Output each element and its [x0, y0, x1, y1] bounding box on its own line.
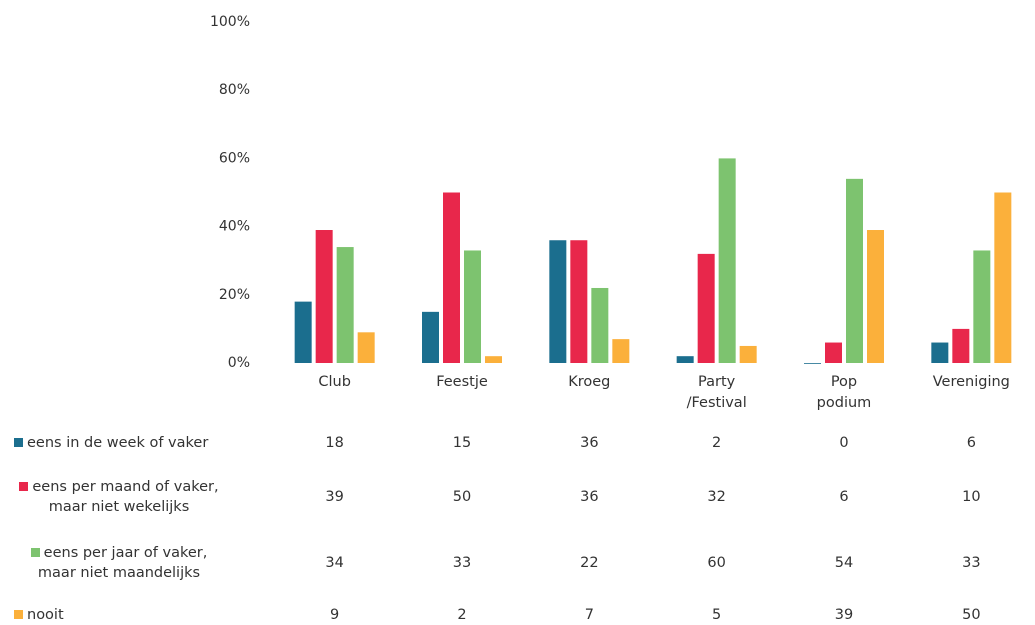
y-tick-label: 100%	[210, 14, 250, 30]
table-cell: 5	[712, 607, 722, 623]
table-cell: 54	[834, 555, 854, 571]
table-cell: 36	[580, 435, 599, 451]
legend-entry: eens per jaar of vaker, maar niet maande…	[14, 543, 224, 583]
table-cell: 32	[707, 489, 726, 505]
legend-entry: eens in de week of vaker	[14, 433, 274, 453]
table-cell: 60	[707, 555, 726, 571]
x-tick-label-box: Pop podium	[780, 372, 907, 414]
x-tick-label-box: Vereniging	[908, 372, 1035, 393]
y-tick-label: 80%	[219, 82, 250, 98]
bar	[464, 250, 481, 363]
table-cell: 7	[584, 607, 594, 623]
legend-swatch	[14, 610, 23, 619]
bar	[485, 356, 502, 363]
x-tick-label-box: Feestje	[398, 372, 525, 393]
table-cell: 9	[330, 607, 340, 623]
bar	[676, 356, 694, 363]
table-cell: 10	[962, 489, 981, 505]
bar	[315, 230, 333, 363]
y-tick-label: 60%	[219, 150, 250, 166]
bar	[718, 158, 736, 363]
table-cell: 36	[580, 489, 599, 505]
bar	[994, 192, 1012, 363]
bar	[697, 253, 715, 363]
table-cell: 33	[962, 555, 981, 571]
legend-label: eens in de week of vaker	[27, 435, 209, 451]
table-cell: 6	[839, 489, 849, 505]
bar	[570, 240, 588, 363]
bar	[846, 178, 863, 363]
bar	[804, 363, 821, 364]
bar	[612, 339, 630, 363]
table-cell: 22	[580, 555, 599, 571]
x-tick-label: Kroeg	[568, 374, 611, 390]
legend-swatch	[19, 482, 29, 491]
legend-label: eens per maand of vaker, maar niet wekel…	[32, 479, 219, 515]
y-tick-label: 0%	[228, 355, 250, 371]
bar	[294, 301, 312, 363]
bar	[336, 247, 354, 363]
table-cell: 2	[457, 607, 467, 623]
bar	[739, 345, 757, 363]
bar	[931, 342, 949, 363]
table-cell: 34	[325, 555, 344, 571]
table-cell: 2	[712, 435, 722, 451]
bar	[443, 192, 460, 363]
bar	[867, 230, 884, 363]
bar	[549, 240, 567, 363]
table-cell: 18	[325, 435, 344, 451]
legend-entry: eens per maand of vaker, maar niet wekel…	[14, 477, 224, 517]
table-cell: 50	[452, 489, 472, 505]
table-cell: 6	[966, 435, 976, 451]
bar	[422, 311, 439, 363]
legend-swatch	[30, 548, 40, 557]
x-tick-label: Club	[318, 374, 351, 390]
bar	[952, 328, 970, 363]
legend-entry: nooit	[14, 605, 274, 625]
bar	[973, 250, 991, 363]
x-tick-label-box: Club	[271, 372, 398, 393]
y-tick-label: 20%	[219, 287, 250, 303]
y-tick-label: 40%	[219, 219, 250, 235]
table-cell: 15	[452, 435, 472, 451]
table-cell: 39	[325, 489, 344, 505]
table-cell: 39	[834, 607, 854, 623]
x-tick-label: Vereniging	[932, 374, 1010, 390]
bar	[825, 342, 842, 363]
legend-label: nooit	[27, 607, 64, 623]
x-tick-label: Pop podium	[816, 374, 872, 411]
x-tick-label-box: Kroeg	[526, 372, 653, 393]
table-cell: 50	[962, 607, 981, 623]
bar	[357, 332, 375, 363]
x-tick-label: Feestje	[436, 374, 488, 390]
legend-swatch	[14, 438, 23, 447]
bar	[591, 287, 609, 363]
table-cell: 33	[452, 555, 472, 571]
x-tick-label-box: Party /Festival	[653, 372, 780, 414]
legend-label: eens per jaar of vaker, maar niet maande…	[37, 545, 208, 581]
table-cell: 0	[839, 435, 849, 451]
x-tick-label: Party /Festival	[686, 374, 747, 411]
